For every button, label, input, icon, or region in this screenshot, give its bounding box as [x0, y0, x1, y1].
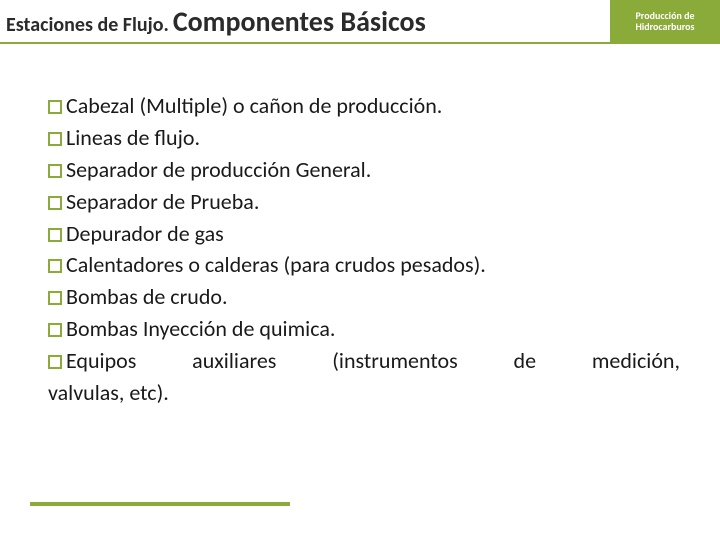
- list-item-word: Equipos: [66, 347, 136, 374]
- square-bullet-icon: [48, 164, 62, 178]
- footer-accent-line: [30, 502, 290, 506]
- square-bullet-icon: [48, 132, 62, 146]
- title-badge-text: Producción de Hidrocarburos: [616, 10, 714, 32]
- list-item: Depurador de gas: [48, 218, 680, 250]
- list-item-word: (instrumentos: [332, 345, 457, 377]
- list-item: Calentadores o calderas (para crudos pes…: [48, 249, 680, 281]
- title-left: Estaciones de Flujo. Componentes Básicos: [0, 4, 610, 39]
- slide: Estaciones de Flujo. Componentes Básicos…: [0, 0, 720, 540]
- list-item: Separador de producción General.: [48, 154, 680, 186]
- list-item-text: Bombas Inyección de quimica.: [66, 315, 335, 342]
- square-bullet-icon: [48, 228, 62, 242]
- square-bullet-icon: [48, 355, 62, 369]
- list-item-text: Depurador de gas: [66, 220, 224, 247]
- list-item: Separador de Prueba.: [48, 186, 680, 218]
- content-list: Cabezal (Multiple) o cañon de producción…: [48, 90, 680, 409]
- square-bullet-icon: [48, 196, 62, 210]
- title-badge: Producción de Hidrocarburos: [610, 0, 720, 43]
- list-item-text: Separador de producción General.: [66, 156, 371, 183]
- list-item-word: de: [514, 345, 537, 377]
- list-item: Lineas de flujo.: [48, 122, 680, 154]
- list-item-text: Calentadores o calderas (para crudos pes…: [66, 251, 486, 278]
- title-main: Componentes Básicos: [173, 4, 426, 39]
- list-item-line1: Equipos auxiliares (instrumentos de medi…: [48, 345, 680, 377]
- square-bullet-icon: [48, 323, 62, 337]
- list-item: Equipos auxiliares (instrumentos de medi…: [48, 345, 680, 409]
- list-item-text: Cabezal (Multiple) o cañon de producción…: [66, 92, 442, 119]
- title-bar: Estaciones de Flujo. Componentes Básicos…: [0, 0, 720, 44]
- square-bullet-icon: [48, 259, 62, 273]
- list-item-text: Separador de Prueba.: [66, 188, 259, 215]
- list-item-line2: valvulas, etc).: [48, 377, 680, 409]
- square-bullet-icon: [48, 291, 62, 305]
- list-item-text: Lineas de flujo.: [66, 124, 200, 151]
- list-item-word: auxiliares: [192, 345, 276, 377]
- list-item-text: Bombas de crudo.: [66, 283, 228, 310]
- list-item: Bombas de crudo.: [48, 281, 680, 313]
- list-item: Bombas Inyección de quimica.: [48, 313, 680, 345]
- square-bullet-icon: [48, 100, 62, 114]
- list-item: Cabezal (Multiple) o cañon de producción…: [48, 90, 680, 122]
- title-prefix: Estaciones de Flujo.: [6, 13, 169, 37]
- list-item-word: medición,: [592, 345, 680, 377]
